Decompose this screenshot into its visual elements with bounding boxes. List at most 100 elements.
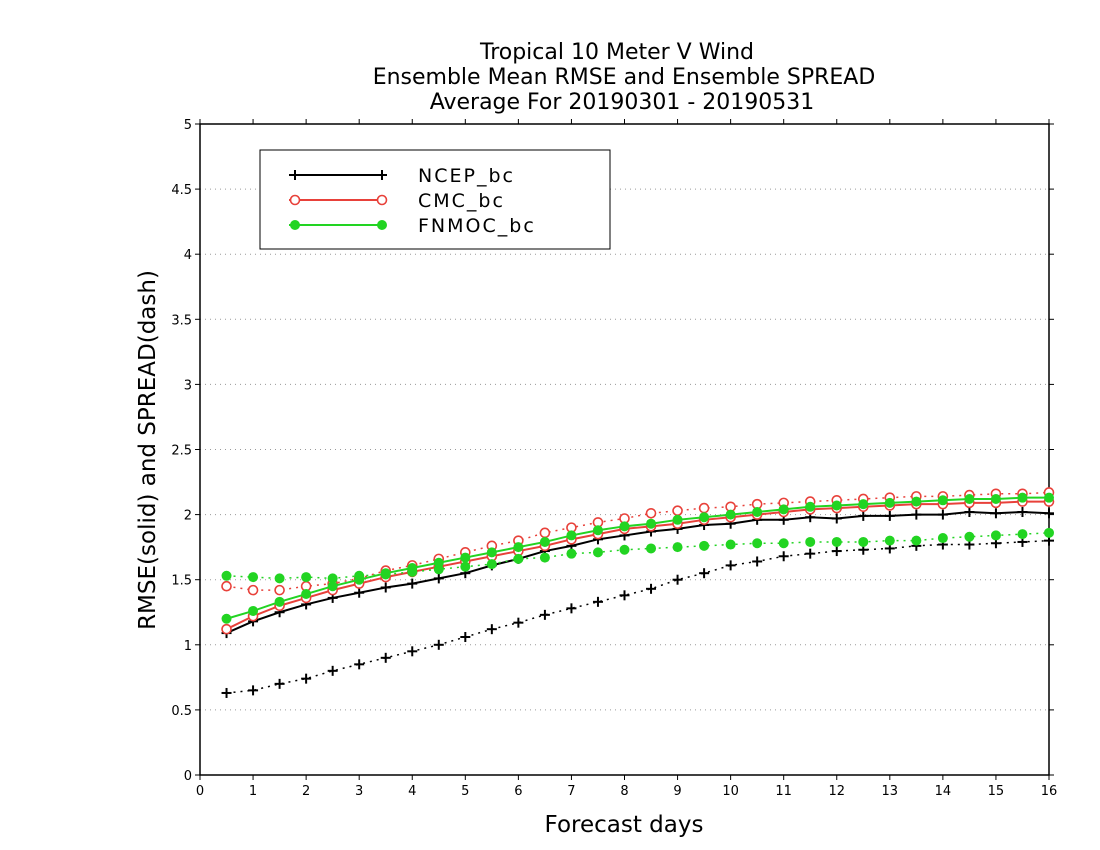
spread-point [248, 572, 259, 583]
spread-point [513, 553, 524, 564]
spread-point [778, 551, 789, 562]
rmse-point [1017, 492, 1028, 503]
spread-point [672, 574, 683, 585]
rmse-point [380, 568, 391, 579]
spread-point [752, 538, 763, 549]
spread-point [990, 530, 1001, 541]
title-line-3: Average For 20190301 - 20190531 [430, 90, 815, 115]
rmse-point [911, 509, 922, 520]
rmse-point [858, 499, 869, 510]
y-tick-label: 5 [184, 118, 192, 133]
x-tick-label: 0 [196, 784, 204, 799]
rmse-point [831, 500, 842, 511]
rmse-point [460, 552, 471, 563]
rmse-point [990, 493, 1001, 504]
spread-point [539, 552, 550, 563]
rmse-point [911, 496, 922, 507]
rmse-point [672, 514, 683, 525]
rmse-point [990, 508, 1001, 519]
spread-point [513, 617, 524, 628]
rmse-line [226, 496, 1049, 620]
x-tick-label: 6 [514, 784, 522, 799]
rmse-point [858, 510, 869, 521]
spread-point [646, 583, 657, 594]
legend: NCEP_bc CMC_bc FNMOC_bc [259, 149, 611, 250]
rmse-point [327, 581, 338, 592]
rmse-point [513, 542, 524, 553]
rmse-point [380, 582, 391, 593]
rmse-point [592, 525, 603, 536]
rmse-point [274, 596, 285, 607]
spread-point [672, 542, 683, 553]
legend-marker [377, 220, 387, 230]
legend-marker [290, 170, 300, 180]
legend-marker [376, 194, 388, 206]
spread-point [274, 573, 285, 584]
x-tick-label: 11 [775, 784, 792, 799]
title-line-1: Tropical 10 Meter V Wind [479, 40, 754, 65]
spread-point [407, 646, 418, 657]
series-fnmoc-bc [221, 492, 1054, 624]
spread-point [566, 548, 577, 559]
y-tick-label: 3 [184, 378, 192, 393]
spread-point [831, 546, 842, 557]
rmse-point [1044, 508, 1054, 519]
rmse-point [699, 512, 710, 523]
rmse-point [778, 504, 789, 515]
spread-point [592, 596, 603, 607]
spread-point [964, 531, 975, 542]
x-axis-label: Forecast days [545, 812, 704, 838]
spread-point [778, 538, 789, 549]
rmse-point [407, 578, 418, 589]
spread-point [327, 665, 338, 676]
rmse-point [354, 574, 365, 585]
spread-line [226, 491, 1050, 591]
y-tick-label: 0 [184, 769, 192, 784]
rmse-point [539, 536, 550, 547]
spread-point [247, 584, 259, 596]
x-tick-label: 14 [935, 784, 952, 799]
spread-point [301, 673, 312, 684]
rmse-point [619, 521, 630, 532]
spread-point [486, 624, 497, 635]
y-tick-label: 4.5 [171, 183, 192, 198]
series-ncep-bc [221, 506, 1054, 698]
rmse-point [831, 513, 842, 524]
spread-point [380, 652, 391, 663]
y-axis-label: RMSE(solid) and SPREAD(dash) [135, 270, 161, 630]
legend-label: FNMOC_bc [418, 215, 536, 237]
spread-point [805, 536, 816, 547]
rmse-point [964, 506, 975, 517]
spread-point [460, 561, 471, 572]
spread-point [858, 536, 869, 547]
x-tick-label: 12 [828, 784, 845, 799]
rmse-point [301, 589, 312, 600]
legend-item: FNMOC_bc [289, 215, 536, 237]
spread-line [226, 532, 1050, 580]
spread-point [433, 639, 444, 650]
legend-marker [377, 170, 387, 180]
x-tick-label: 4 [408, 784, 416, 799]
rmse-point [752, 506, 763, 517]
spread-point [566, 603, 577, 614]
spread-point [327, 573, 338, 584]
rmse-point [884, 510, 895, 521]
series-layer [221, 487, 1055, 698]
rmse-point [221, 613, 232, 624]
x-tick-label: 2 [302, 784, 310, 799]
spread-point [274, 584, 285, 596]
legend-item: NCEP_bc [289, 165, 513, 187]
rmse-line [226, 510, 1050, 634]
spread-point [221, 580, 232, 592]
spread-point [699, 568, 710, 579]
spread-point [1044, 527, 1054, 538]
spread-point [619, 590, 630, 601]
x-tick-label: 1 [249, 784, 257, 799]
y-tick-label: 0.5 [171, 704, 192, 719]
legend-marker [289, 194, 301, 206]
rmse-point [964, 493, 975, 504]
rmse-line [226, 500, 1049, 631]
rmse-point [646, 518, 657, 529]
x-tick-label: 10 [722, 784, 739, 799]
